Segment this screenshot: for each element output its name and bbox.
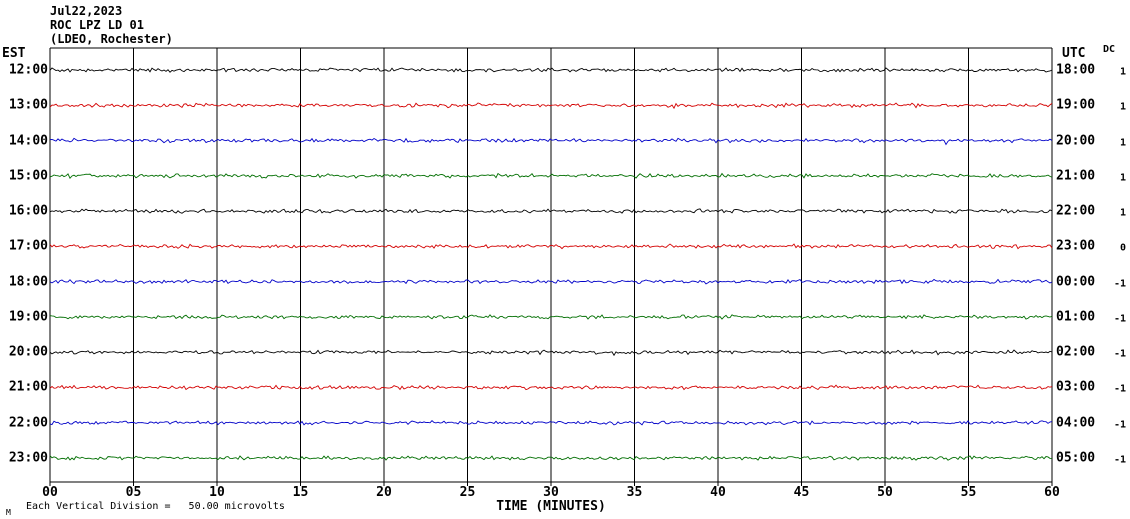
seismo-trace-1600 bbox=[49, 208, 1053, 214]
est-time-label: 14:00 bbox=[8, 133, 48, 149]
x-tick-label: 60 bbox=[1044, 485, 1060, 500]
utc-time-label: 05:00 bbox=[1056, 450, 1096, 466]
header-date: Jul22,2023 bbox=[50, 4, 123, 18]
x-tick-label: 55 bbox=[960, 485, 977, 500]
est-time-label: 12:00 bbox=[8, 62, 48, 78]
x-tick-label: 40 bbox=[710, 485, 726, 500]
seismo-trace-2300 bbox=[49, 455, 1053, 461]
dc-value: -1 bbox=[1113, 454, 1126, 466]
utc-time-label: 18:00 bbox=[1056, 62, 1096, 78]
est-axis-label: EST bbox=[2, 46, 26, 61]
dc-value: 1 bbox=[1119, 207, 1126, 219]
seismo-trace-1500 bbox=[49, 172, 1053, 179]
x-tick-label: 35 bbox=[626, 485, 643, 500]
dc-value: 1 bbox=[1119, 66, 1126, 78]
seismo-trace-1900 bbox=[49, 314, 1053, 320]
header-location: (LDEO, Rochester) bbox=[50, 32, 173, 46]
utc-time-label: 01:00 bbox=[1056, 309, 1096, 325]
est-time-label: 18:00 bbox=[8, 274, 48, 290]
seismo-trace-2000 bbox=[49, 349, 1053, 357]
utc-time-label: 02:00 bbox=[1056, 344, 1096, 360]
x-axis-title: TIME (MINUTES) bbox=[496, 499, 606, 514]
seismo-trace-1300 bbox=[49, 102, 1053, 110]
utc-time-label: 03:00 bbox=[1056, 379, 1096, 395]
utc-time-label: 23:00 bbox=[1056, 238, 1096, 254]
dc-value: -1 bbox=[1113, 313, 1126, 325]
dc-value: 1 bbox=[1119, 101, 1126, 113]
dc-value: -1 bbox=[1113, 348, 1126, 360]
x-tick-label: 05 bbox=[125, 485, 142, 500]
utc-time-label: 20:00 bbox=[1056, 133, 1096, 149]
scale-footnote: Each Vertical Division = 50.00 microvolt… bbox=[26, 501, 285, 512]
seismo-trace-2100 bbox=[49, 384, 1053, 391]
x-tick-label: 25 bbox=[459, 485, 476, 500]
seismo-trace-1700 bbox=[49, 243, 1053, 250]
header-station: ROC LPZ LD 01 bbox=[50, 18, 144, 32]
dc-value: 0 bbox=[1119, 242, 1126, 254]
seismo-trace-1800 bbox=[49, 278, 1053, 285]
dc-value: -1 bbox=[1113, 383, 1126, 395]
seismo-trace-2200 bbox=[49, 420, 1053, 426]
est-time-label: 15:00 bbox=[8, 168, 48, 184]
x-tick-label: 15 bbox=[292, 485, 309, 500]
est-time-label: 20:00 bbox=[8, 344, 48, 360]
seismo-trace-1400 bbox=[49, 137, 1053, 146]
x-tick-label: 50 bbox=[877, 485, 893, 500]
x-tick-label: 00 bbox=[42, 485, 58, 500]
dc-value: 1 bbox=[1119, 172, 1126, 184]
dc-column-label: DC bbox=[1103, 44, 1116, 55]
dc-value: 1 bbox=[1119, 137, 1126, 149]
est-time-label: 17:00 bbox=[8, 238, 48, 254]
est-time-label: 22:00 bbox=[8, 415, 48, 431]
est-time-label: 23:00 bbox=[8, 450, 48, 466]
utc-time-label: 04:00 bbox=[1056, 415, 1096, 431]
dc-value: -1 bbox=[1113, 278, 1126, 290]
x-tick-label: 30 bbox=[543, 485, 559, 500]
utc-time-label: 00:00 bbox=[1056, 274, 1096, 290]
est-time-label: 21:00 bbox=[8, 379, 48, 395]
x-tick-label: 45 bbox=[793, 485, 810, 500]
corner-glyph: M bbox=[6, 508, 11, 517]
utc-time-label: 19:00 bbox=[1056, 97, 1096, 113]
x-tick-label: 10 bbox=[209, 485, 225, 500]
seismo-trace-1200 bbox=[49, 67, 1053, 73]
est-time-label: 16:00 bbox=[8, 203, 48, 219]
utc-time-label: 21:00 bbox=[1056, 168, 1096, 184]
x-tick-label: 20 bbox=[376, 485, 392, 500]
dc-value: -1 bbox=[1113, 419, 1126, 431]
utc-axis-label: UTC bbox=[1062, 46, 1086, 61]
est-time-label: 13:00 bbox=[8, 97, 48, 113]
utc-time-label: 22:00 bbox=[1056, 203, 1096, 219]
est-time-label: 19:00 bbox=[8, 309, 48, 325]
